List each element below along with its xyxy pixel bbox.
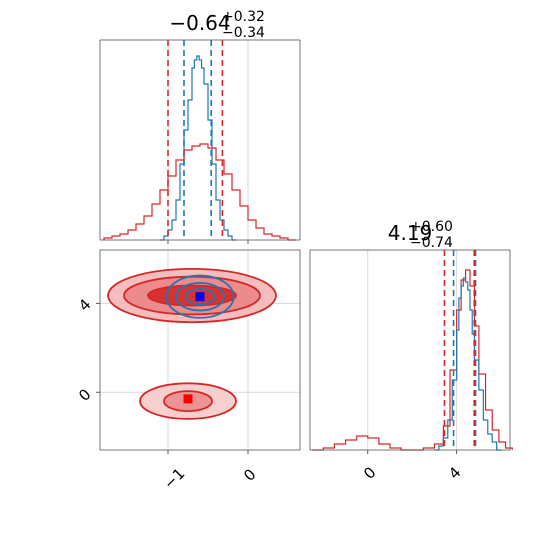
panel-param1-histogram [99,39,301,244]
x-tick-label-p2-1: 4 [445,463,464,482]
d2-contour-blue-1 [175,281,225,312]
param1-title-main: −0.64 [169,11,230,35]
x-tick-label-p2-0: 0 [360,463,379,482]
y-tick-label-p2-0: 0 [75,385,94,404]
panel-param2-histogram [309,249,513,454]
x-tick-label-p1-0: −1 [160,464,188,492]
p1-hist-red [103,143,296,241]
y-tick-label-p2-1: 4 [75,295,94,314]
param2-title: 4.19 [388,221,433,245]
d2-contour-blue-2 [184,287,216,306]
p2-hist-blue [434,277,502,451]
p1-hist-blue [160,55,236,241]
p2-hist-red [312,269,513,451]
d2-contour-blue-0 [165,274,235,319]
param1-title: −0.64 [169,11,230,35]
p1-frame [99,39,301,241]
param2-title-main: 4.19 [388,221,433,245]
param2-title-minus: −0.74 [410,235,453,251]
d2-marker-blue [195,292,205,302]
d2-contour-red-2 [147,284,237,307]
d2-marker-red [183,394,193,404]
param1-title-plus: +0.32 [222,9,265,25]
p2-frame [309,249,511,451]
d2-frame [99,249,301,451]
param1-title-minus: −0.34 [222,25,265,41]
x-tick-label-p1-1: 0 [240,465,259,484]
panel-2d-contour [96,249,301,454]
param2-title-plus: +0.60 [410,219,453,235]
